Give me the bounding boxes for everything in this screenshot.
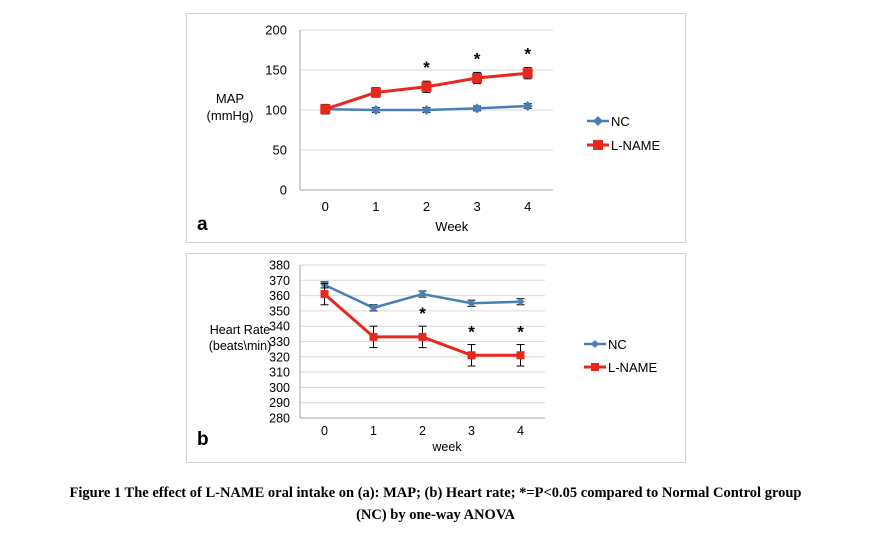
x-tick-label: 0 xyxy=(322,199,329,214)
map-chart-svg: 0 50 100 150 200 0 1 2 3 4 Week MAP (mmHg) NC L-NAME * *… xyxy=(197,23,660,236)
panel-label: b xyxy=(197,429,209,450)
y-tick-label: 370 xyxy=(269,274,290,288)
legend-marker xyxy=(591,363,599,371)
y-tick-label: 150 xyxy=(265,63,287,78)
panel-label: a xyxy=(197,214,208,235)
y-axis-label: (beats\min) xyxy=(209,339,272,353)
data-point-l-name xyxy=(522,68,533,79)
data-point-l-name xyxy=(516,351,525,360)
y-tick-label: 320 xyxy=(269,350,290,364)
data-point-nc xyxy=(472,103,483,114)
data-point-l-name xyxy=(467,351,476,360)
legend-label: L-NAME xyxy=(608,360,657,375)
y-tick-label: 330 xyxy=(269,335,290,349)
data-point-l-name xyxy=(320,104,331,115)
y-tick-label: 360 xyxy=(269,289,290,303)
x-tick-label: 0 xyxy=(321,424,328,438)
y-tick-label: 280 xyxy=(269,412,290,426)
y-axis-label: (mmHg) xyxy=(207,108,254,123)
y-tick-label: 310 xyxy=(269,366,290,380)
data-point-l-name xyxy=(418,332,427,341)
data-point-nc xyxy=(418,290,427,299)
x-tick-label: 3 xyxy=(473,199,480,214)
legend-marker xyxy=(593,116,603,126)
significance-star: * xyxy=(517,323,524,342)
caption-line-2: (NC) by one-way ANOVA xyxy=(356,507,515,523)
y-tick-label: 100 xyxy=(265,103,287,118)
panel-a-map-chart: 0 50 100 150 200 0 1 2 3 4 Week MAP (mmHg) NC L-NAME * *… xyxy=(186,13,686,243)
data-point-nc xyxy=(369,303,378,312)
legend-label: L-NAME xyxy=(611,138,660,153)
y-tick-label: 300 xyxy=(269,381,290,395)
significance-star: * xyxy=(524,45,531,64)
data-point-nc xyxy=(522,101,533,111)
x-tick-label: 1 xyxy=(372,199,379,214)
x-tick-label: 4 xyxy=(517,424,524,438)
x-axis-label: Week xyxy=(435,219,468,234)
data-point-nc xyxy=(516,297,525,306)
x-tick-label: 3 xyxy=(468,424,475,438)
data-point-l-name xyxy=(370,87,381,98)
x-axis-label: week xyxy=(431,440,462,454)
caption-line-1: Figure 1 The effect of L-NAME oral intak… xyxy=(69,485,802,501)
legend-label: NC xyxy=(611,114,630,129)
x-tick-label: 4 xyxy=(524,199,531,214)
legend-marker xyxy=(593,140,603,150)
y-axis-label: MAP xyxy=(216,91,244,106)
y-tick-label: 200 xyxy=(265,23,287,38)
significance-star: * xyxy=(419,304,426,323)
y-tick-label: 340 xyxy=(269,320,290,334)
data-point-nc xyxy=(370,105,381,115)
y-tick-label: 380 xyxy=(269,259,290,273)
x-tick-label: 2 xyxy=(419,424,426,438)
panel-b-heart-rate-chart: 280 290 300 310 320 330 340 350 360 370 380 0 1 2 3 4 we… xyxy=(186,253,686,463)
significance-star: * xyxy=(423,58,430,77)
data-point-l-name xyxy=(472,73,483,83)
figure-caption: Figure 1 The effect of L-NAME oral intak… xyxy=(0,482,871,526)
data-point-l-name xyxy=(369,332,378,341)
y-tick-label: 50 xyxy=(273,143,287,158)
legend-marker xyxy=(591,340,599,348)
data-point-nc xyxy=(421,105,432,115)
data-point-l-name xyxy=(320,290,329,299)
legend-label: NC xyxy=(608,337,627,352)
significance-star: * xyxy=(468,323,475,342)
data-point-l-name xyxy=(421,81,432,92)
y-tick-label: 290 xyxy=(269,396,290,410)
data-point-nc xyxy=(467,299,476,308)
x-tick-label: 1 xyxy=(370,424,377,438)
significance-star: * xyxy=(474,49,481,68)
x-tick-label: 2 xyxy=(423,199,430,214)
y-axis-label: Heart Rate xyxy=(210,323,270,337)
y-tick-label: 350 xyxy=(269,304,290,318)
y-tick-label: 0 xyxy=(280,183,287,198)
